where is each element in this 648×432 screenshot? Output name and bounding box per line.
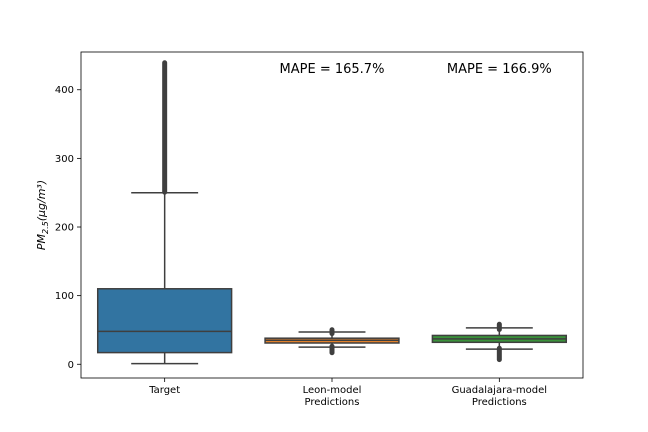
outliers-upper [162,60,168,195]
x-tick-label: Target [148,385,180,396]
y-tick-label: 0 [68,360,74,371]
x-tick-label-line: Guadalajara-model [452,385,548,396]
box [96,288,233,354]
y-axis-label-subscript: 2.5 [41,221,50,234]
outliers-upper [496,321,502,332]
x-tick-label-line: Predictions [305,397,360,408]
x-tick-label: Leon-model Predictions [303,385,362,408]
x-tick-label-line: Target [148,385,180,396]
x-tick-label-line: Predictions [472,397,527,408]
mape-annotation: MAPE = 165.7% [280,62,385,77]
outliers-lower [496,345,502,363]
y-tick-label: 400 [55,85,74,96]
mape-annotation: MAPE = 166.9% [447,62,552,77]
y-axis-label: PM2.5(μg/m³) [35,180,50,250]
outliers-lower [329,343,335,356]
y-axis-label-unit: (μg/m³) [35,180,48,221]
x-tick-label-line: Leon-model [303,385,362,396]
y-tick-label: 300 [55,154,74,165]
y-axis-label-main: PM [35,233,48,250]
y-tick-label: 100 [55,291,74,302]
y-tick-label: 200 [55,223,74,234]
outliers-upper [329,327,335,337]
x-tick-label: Guadalajara-model Predictions [452,385,548,408]
